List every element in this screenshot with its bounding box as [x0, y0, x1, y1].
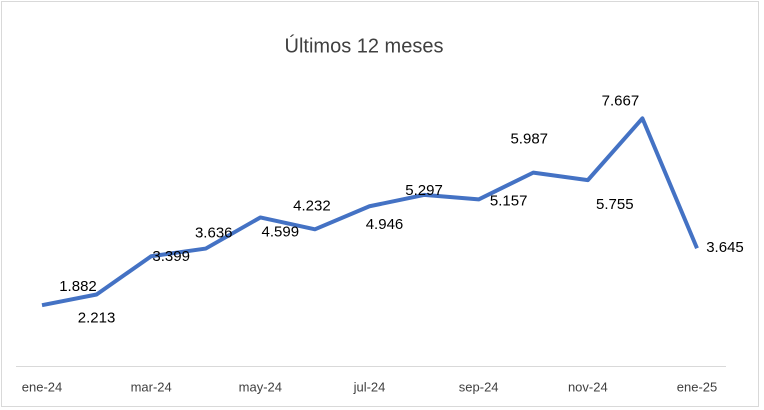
x-tick-label: may-24: [239, 379, 282, 394]
x-tick-label: ene-25: [677, 379, 717, 394]
x-tick-label: nov-24: [568, 379, 608, 394]
data-label: 5.297: [405, 182, 443, 199]
data-label: 4.599: [262, 223, 300, 240]
x-tick-label: jul-24: [353, 379, 386, 394]
data-label: 2.213: [78, 309, 116, 326]
x-tick-label: ene-24: [22, 379, 62, 394]
line-series: [41, 116, 699, 308]
data-label: 3.636: [195, 225, 233, 242]
data-label: 7.667: [602, 92, 640, 109]
data-label: 1.882: [59, 278, 97, 295]
data-label: 4.946: [366, 216, 404, 233]
x-tick-label: sep-24: [459, 379, 499, 394]
chart-title: Últimos 12 meses: [285, 34, 444, 57]
data-label: 3.645: [706, 239, 744, 256]
data-label: 5.987: [510, 131, 548, 148]
data-label: 3.399: [152, 248, 190, 265]
data-label: 5.755: [596, 196, 634, 213]
data-label: 5.157: [490, 192, 528, 209]
data-label: 4.232: [293, 197, 331, 214]
x-tick-label: mar-24: [131, 379, 172, 394]
